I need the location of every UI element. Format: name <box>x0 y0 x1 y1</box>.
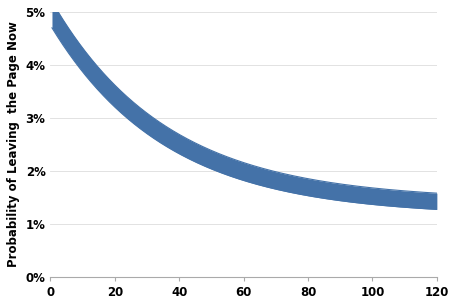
Y-axis label: Probability of Leaving  the Page Now: Probability of Leaving the Page Now <box>7 21 20 267</box>
